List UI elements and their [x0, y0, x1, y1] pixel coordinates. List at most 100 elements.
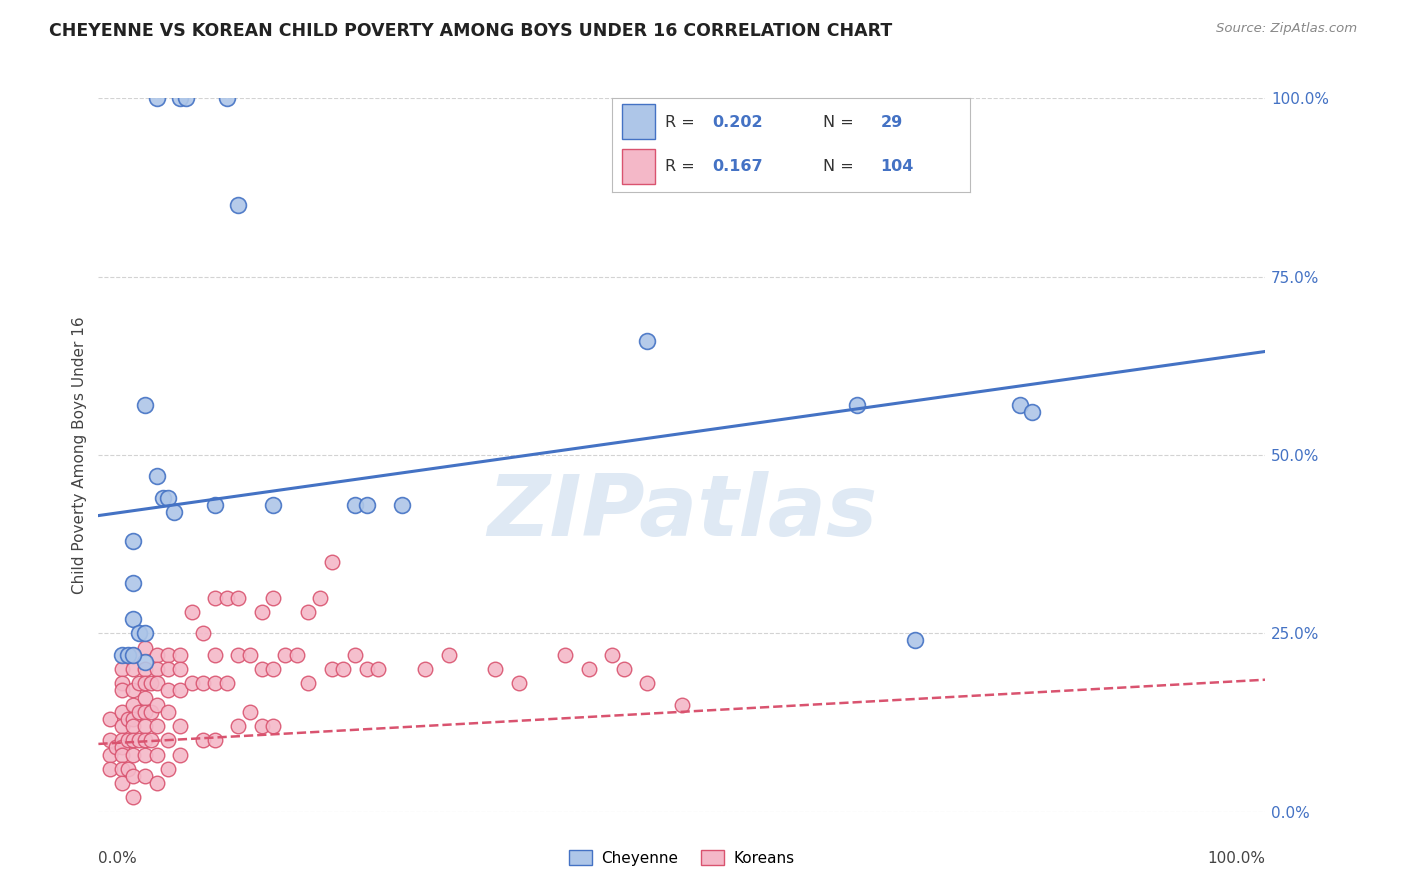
Point — [671, 698, 693, 712]
Point — [111, 648, 134, 662]
Point — [356, 662, 378, 676]
Point — [111, 705, 134, 719]
Point — [134, 769, 156, 783]
Point — [134, 640, 156, 655]
Point — [134, 626, 156, 640]
Point — [228, 648, 250, 662]
Point — [285, 648, 308, 662]
Point — [134, 676, 156, 690]
Point — [174, 91, 197, 105]
Point — [134, 705, 156, 719]
Y-axis label: Child Poverty Among Boys Under 16: Child Poverty Among Boys Under 16 — [72, 316, 87, 594]
Point — [321, 662, 343, 676]
Point — [146, 747, 169, 762]
Point — [146, 91, 169, 105]
Point — [215, 676, 238, 690]
Point — [146, 676, 169, 690]
Point — [122, 747, 145, 762]
Point — [134, 690, 156, 705]
Point — [122, 576, 145, 591]
Text: R =: R = — [665, 115, 700, 130]
Point — [111, 719, 134, 733]
Point — [98, 733, 121, 747]
Point — [157, 683, 180, 698]
Point — [250, 719, 273, 733]
Point — [111, 676, 134, 690]
Point — [146, 648, 169, 662]
Bar — [623, 103, 655, 139]
Point — [111, 740, 134, 755]
Point — [117, 712, 139, 726]
Point — [122, 533, 145, 548]
Point — [122, 719, 145, 733]
Point — [215, 91, 238, 105]
Point — [122, 683, 145, 698]
Point — [146, 469, 169, 483]
Point — [169, 91, 191, 105]
Point — [904, 633, 927, 648]
Point — [228, 591, 250, 605]
Point — [508, 676, 530, 690]
Point — [391, 498, 413, 512]
Point — [613, 662, 636, 676]
Point — [180, 676, 202, 690]
Point — [578, 662, 600, 676]
Point — [139, 733, 162, 747]
Point — [1021, 405, 1043, 419]
Point — [157, 662, 180, 676]
Point — [193, 626, 215, 640]
Point — [204, 591, 226, 605]
Point — [98, 712, 121, 726]
Point — [111, 747, 134, 762]
Point — [104, 740, 127, 755]
Point — [846, 398, 869, 412]
Point — [262, 498, 284, 512]
Point — [146, 776, 169, 790]
Point — [262, 662, 284, 676]
Point — [297, 605, 319, 619]
Point — [309, 591, 332, 605]
Point — [636, 676, 658, 690]
Point — [157, 491, 180, 505]
Point — [146, 719, 169, 733]
Point — [297, 676, 319, 690]
Point — [111, 733, 134, 747]
Point — [239, 648, 262, 662]
Point — [367, 662, 389, 676]
Point — [122, 662, 145, 676]
Point — [169, 719, 191, 733]
Point — [134, 719, 156, 733]
Point — [117, 648, 139, 662]
Point — [146, 698, 169, 712]
Point — [332, 662, 354, 676]
Point — [157, 648, 180, 662]
Point — [321, 555, 343, 569]
Point — [169, 747, 191, 762]
Text: CHEYENNE VS KOREAN CHILD POVERTY AMONG BOYS UNDER 16 CORRELATION CHART: CHEYENNE VS KOREAN CHILD POVERTY AMONG B… — [49, 22, 893, 40]
Point — [111, 662, 134, 676]
Point — [122, 698, 145, 712]
Text: 104: 104 — [880, 159, 914, 174]
Point — [600, 648, 623, 662]
Point — [111, 683, 134, 698]
Point — [554, 648, 576, 662]
Text: ZIPatlas: ZIPatlas — [486, 470, 877, 554]
Point — [484, 662, 506, 676]
Point — [262, 719, 284, 733]
Point — [157, 733, 180, 747]
Point — [134, 733, 156, 747]
Point — [128, 733, 150, 747]
Point — [111, 762, 134, 776]
Point — [239, 705, 262, 719]
Point — [122, 733, 145, 747]
Point — [117, 762, 139, 776]
Point — [228, 198, 250, 212]
Point — [169, 648, 191, 662]
Point — [139, 705, 162, 719]
Text: 0.202: 0.202 — [711, 115, 762, 130]
Point — [146, 662, 169, 676]
Point — [122, 712, 145, 726]
Point — [437, 648, 460, 662]
Text: N =: N = — [823, 159, 859, 174]
Point — [169, 683, 191, 698]
